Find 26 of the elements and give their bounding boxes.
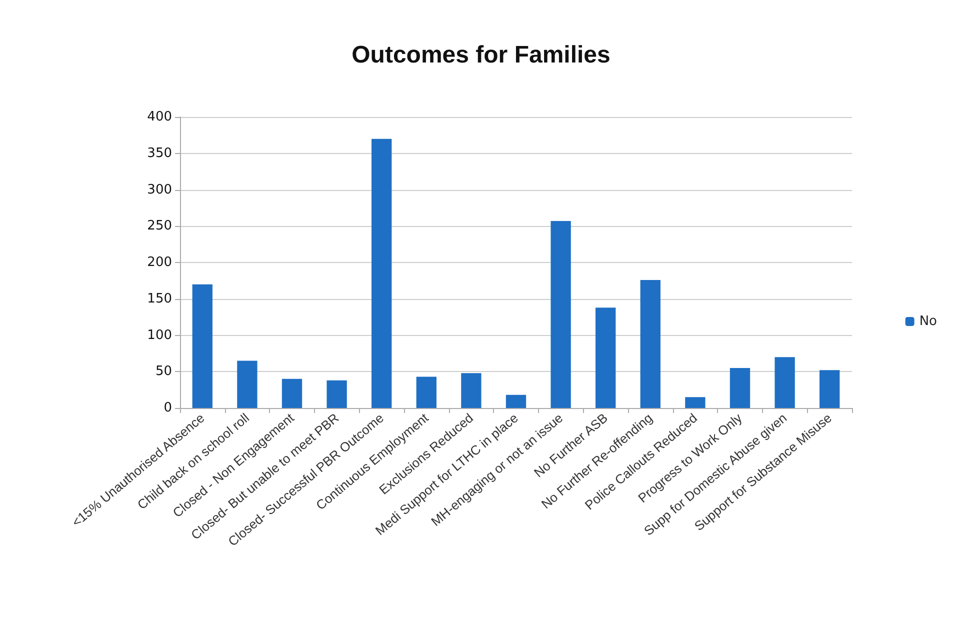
bar	[596, 308, 616, 408]
bar	[506, 394, 526, 408]
y-tick-label: 300	[147, 182, 172, 198]
y-tick-label: 0	[164, 400, 172, 416]
bar	[640, 280, 660, 408]
bar	[550, 221, 571, 408]
y-tick-label: 250	[147, 218, 172, 234]
y-tick-label: 50	[155, 364, 172, 380]
bar	[461, 373, 482, 408]
legend-label: No	[919, 314, 938, 329]
bar	[372, 138, 392, 408]
y-tick-label: 100	[147, 328, 172, 343]
bar	[282, 378, 302, 408]
y-tick-label: 350	[147, 146, 172, 161]
bar	[820, 370, 840, 408]
bar	[685, 397, 706, 408]
y-tick-label: 150	[147, 291, 172, 306]
bar	[192, 284, 212, 408]
bar	[774, 357, 795, 408]
chart-title: Outcomes for Families	[352, 42, 610, 68]
bar	[416, 376, 436, 408]
y-tick-label: 400	[147, 110, 172, 124]
bar	[326, 380, 347, 408]
y-tick-label: 200	[147, 255, 172, 270]
bar	[730, 368, 750, 408]
bar	[237, 360, 258, 408]
